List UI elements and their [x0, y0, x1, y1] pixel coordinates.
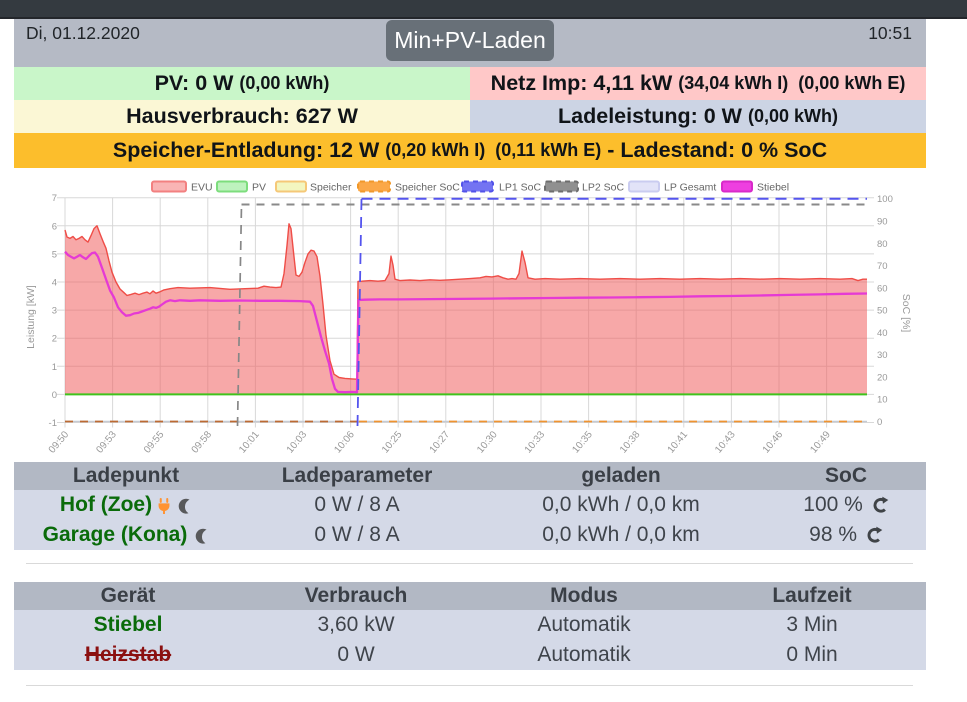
- svg-text:LP1 SoC: LP1 SoC: [499, 182, 541, 194]
- svg-text:10:35: 10:35: [570, 429, 595, 456]
- svg-text:LP2 SoC: LP2 SoC: [582, 182, 624, 194]
- svg-text:09:58: 09:58: [190, 429, 215, 456]
- svg-text:Speicher: Speicher: [310, 182, 352, 194]
- svg-text:10:41: 10:41: [666, 429, 691, 456]
- svg-text:10:49: 10:49: [808, 429, 833, 456]
- svg-text:10:43: 10:43: [713, 429, 738, 456]
- svg-text:PV: PV: [252, 182, 266, 194]
- svg-text:20: 20: [877, 372, 888, 383]
- svg-text:0: 0: [52, 390, 57, 401]
- svg-text:09:53: 09:53: [94, 429, 119, 456]
- svg-text:70: 70: [877, 261, 888, 272]
- svg-text:10:46: 10:46: [761, 429, 786, 456]
- svg-text:Speicher SoC: Speicher SoC: [395, 182, 460, 194]
- svg-text:6: 6: [52, 221, 57, 232]
- svg-text:10:25: 10:25: [380, 429, 405, 456]
- svg-text:SoC [%]: SoC [%]: [900, 294, 912, 333]
- svg-text:10:33: 10:33: [523, 429, 548, 456]
- svg-text:3: 3: [52, 306, 57, 317]
- svg-text:10:27: 10:27: [428, 429, 453, 456]
- svg-text:40: 40: [877, 328, 888, 339]
- svg-text:5: 5: [52, 249, 57, 260]
- svg-text:30: 30: [877, 350, 888, 361]
- svg-text:80: 80: [877, 239, 888, 250]
- svg-text:10:01: 10:01: [237, 429, 262, 456]
- svg-text:50: 50: [877, 306, 888, 317]
- svg-text:1: 1: [52, 362, 57, 373]
- svg-text:90: 90: [877, 217, 888, 228]
- svg-text:100: 100: [877, 194, 893, 205]
- svg-text:10: 10: [877, 395, 888, 406]
- svg-text:10:38: 10:38: [618, 429, 643, 456]
- svg-text:09:55: 09:55: [142, 429, 167, 456]
- svg-text:4: 4: [52, 278, 57, 289]
- svg-text:EVU: EVU: [191, 182, 213, 194]
- svg-text:Leistung [kW]: Leistung [kW]: [25, 285, 37, 349]
- svg-text:-1: -1: [49, 418, 57, 429]
- svg-text:09:50: 09:50: [47, 429, 72, 456]
- svg-text:10:30: 10:30: [475, 429, 500, 456]
- svg-text:10:03: 10:03: [285, 429, 310, 456]
- svg-text:7: 7: [52, 193, 57, 204]
- svg-text:LP Gesamt: LP Gesamt: [664, 182, 716, 194]
- svg-text:0: 0: [877, 417, 882, 428]
- svg-text:2: 2: [52, 334, 57, 345]
- svg-text:10:06: 10:06: [332, 429, 357, 456]
- svg-text:Stiebel: Stiebel: [757, 182, 789, 194]
- svg-text:60: 60: [877, 283, 888, 294]
